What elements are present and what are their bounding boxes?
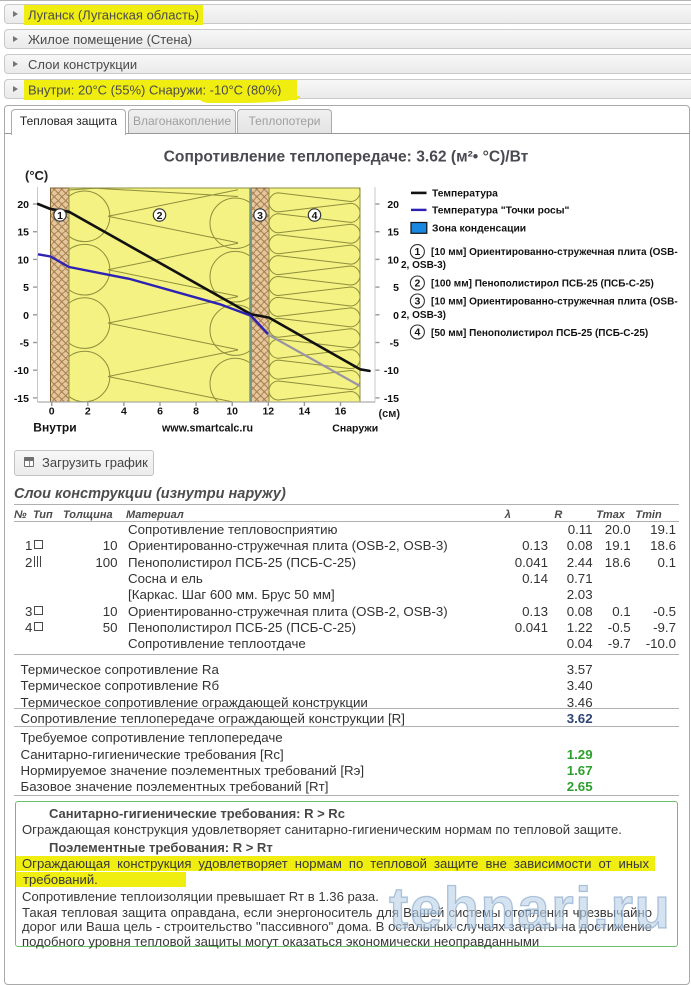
svg-text:2: 2: [414, 278, 420, 290]
svg-text:16: 16: [335, 406, 347, 418]
svg-text:1: 1: [414, 246, 420, 258]
svg-text:Зона конденсации: Зона конденсации: [432, 224, 526, 235]
svg-text:Снаружи: Снаружи: [332, 423, 378, 435]
svg-text:-15: -15: [14, 393, 29, 405]
svg-text:1: 1: [57, 210, 63, 222]
svg-text:14: 14: [299, 406, 311, 418]
svg-text:Сопротивление теплопередаче: 3: Сопротивление теплопередаче: 3.62 (м²• °…: [164, 149, 529, 166]
svg-text:-10: -10: [14, 365, 29, 377]
svg-text:10: 10: [17, 254, 29, 266]
svg-text:2, OSB-3): 2, OSB-3): [401, 310, 446, 321]
svg-text:20: 20: [387, 199, 399, 211]
svg-text:10: 10: [387, 254, 399, 266]
svg-text:3: 3: [257, 210, 263, 222]
svg-text:0: 0: [49, 406, 55, 418]
svg-text:Внутри: Внутри: [33, 421, 76, 435]
svg-text:2: 2: [157, 210, 163, 222]
svg-text:8: 8: [193, 406, 199, 418]
svg-text:15: 15: [17, 227, 29, 239]
svg-text:10: 10: [226, 406, 238, 418]
svg-text:12: 12: [262, 406, 274, 418]
svg-text:4: 4: [312, 210, 318, 222]
svg-text:2: 2: [85, 406, 91, 418]
svg-text:[100 мм] Пенополистирол ПСБ-25: [100 мм] Пенополистирол ПСБ-25 (ПСБ-С-25…: [431, 279, 654, 290]
svg-text:20: 20: [17, 199, 29, 211]
svg-text:6: 6: [157, 406, 163, 418]
svg-text:2, OSB-3): 2, OSB-3): [401, 260, 446, 271]
svg-text:15: 15: [387, 227, 399, 239]
svg-text:(см): (см): [379, 408, 401, 420]
svg-text:-10: -10: [384, 365, 399, 377]
svg-text:4: 4: [121, 406, 127, 418]
svg-text:4: 4: [414, 327, 420, 339]
svg-text:-5: -5: [20, 338, 29, 350]
svg-text:-5: -5: [390, 338, 399, 350]
svg-text:5: 5: [23, 282, 29, 294]
svg-text:www.smartcalc.ru: www.smartcalc.ru: [161, 423, 253, 435]
svg-text:3: 3: [414, 296, 420, 308]
svg-text:0: 0: [393, 310, 399, 322]
svg-text:5: 5: [393, 282, 399, 294]
svg-text:Температура: Температура: [432, 189, 498, 200]
svg-text:[50 мм] Пенополистирол ПСБ-25: [50 мм] Пенополистирол ПСБ-25 (ПСБ-С-25): [431, 328, 648, 339]
svg-text:Температура "Точки росы": Температура "Точки росы": [432, 206, 570, 217]
svg-text:(°С): (°С): [25, 168, 48, 183]
svg-text:0: 0: [23, 310, 29, 322]
svg-text:[10 мм] Ориентированно-стружеч: [10 мм] Ориентированно-стружечная плита …: [431, 297, 678, 308]
svg-text:-15: -15: [384, 393, 399, 405]
svg-text:[10 мм] Ориентированно-стружеч: [10 мм] Ориентированно-стружечная плита …: [431, 247, 678, 258]
